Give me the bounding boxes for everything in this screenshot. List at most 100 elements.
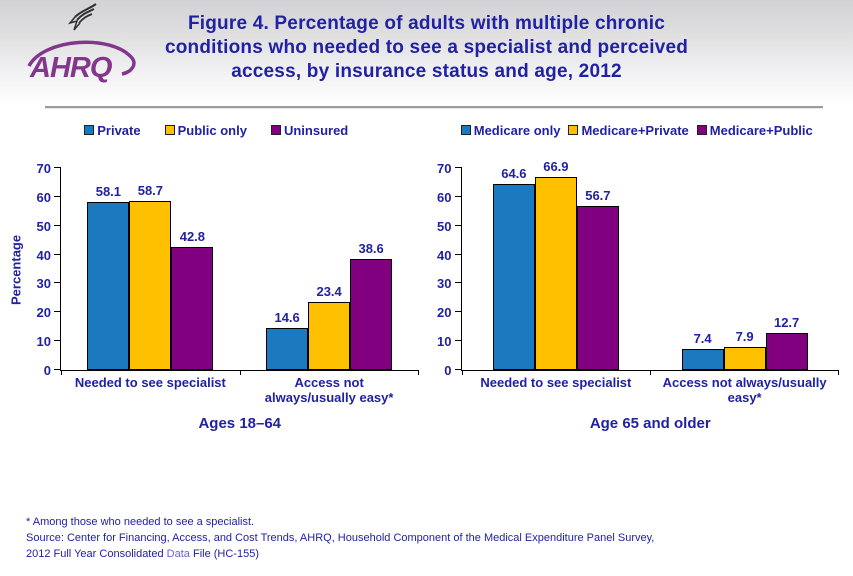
legend-swatch-icon: [164, 125, 175, 135]
bar-rect: [350, 258, 393, 370]
y-tick: [54, 224, 61, 226]
y-tick-label: 50: [437, 218, 452, 234]
bar-group: 58.1 58.7 42.8: [61, 168, 240, 370]
bar-rect: [534, 176, 577, 370]
y-tick-label: 60: [437, 189, 452, 205]
category-label: Needed to see specialist: [480, 375, 632, 390]
y-tick: [454, 369, 462, 370]
y-tick-label: 20: [36, 305, 51, 321]
y-axis: 0 10 20 30 40 50 60 70: [427, 162, 461, 378]
y-tick-label: 70: [36, 161, 51, 176]
source-line1: Source: Center for Financing, Access, an…: [26, 532, 655, 544]
y-tick-label: 60: [36, 189, 51, 205]
y-tick-label: 20: [437, 305, 452, 321]
y-tick-label: 40: [437, 247, 452, 263]
y-tick-label: 30: [437, 276, 452, 292]
bar-value-label: 7.9: [735, 329, 754, 345]
x-axis-labels: Needed to see specialist Access not alway…: [462, 375, 840, 405]
x-tick: [417, 370, 419, 375]
y-tick: [54, 195, 61, 197]
legend-swatch-icon: [460, 125, 471, 135]
bar-medicare-only: 7.4: [681, 168, 724, 370]
legend-item: Public only: [164, 122, 247, 138]
bar-value-label: 12.7: [773, 315, 800, 331]
legend-item: Medicare only: [460, 123, 560, 138]
bar-private: 58.1: [87, 168, 130, 370]
legend-item: Medicare+Public: [696, 122, 813, 138]
category-label: Access not always/usually easy*: [264, 375, 394, 405]
legend-item: Medicare+Private: [568, 122, 689, 138]
bar-medicare-private: 66.9: [534, 159, 577, 370]
bar-value-label: 58.7: [137, 182, 164, 198]
y-tick: [54, 253, 61, 255]
bar-rect: [266, 327, 309, 370]
bar-public-only: 23.4: [308, 168, 351, 370]
x-tick: [838, 370, 839, 375]
y-tick: [454, 282, 462, 284]
bar-rect: [576, 206, 619, 370]
y-tick: [54, 369, 61, 370]
y-tick-label: 10: [437, 334, 452, 350]
bar-rect: [681, 348, 724, 370]
bar-value-label: 64.6: [501, 165, 527, 181]
legend: Private Public only Uninsured: [6, 121, 427, 139]
chart-title: Age 65 and older: [589, 415, 711, 432]
figure-title-line2: conditions who needed to see a specialis…: [164, 37, 689, 58]
y-tick-label: 40: [36, 247, 51, 263]
x-tick: [61, 370, 62, 375]
bar-medicare-private: 7.9: [723, 168, 766, 370]
bar-uninsured: 38.6: [350, 168, 393, 370]
bar-medicare-public: 12.7: [765, 168, 808, 370]
ahrq-logo: AHRQ: [26, 2, 138, 84]
y-axis-title: Percentage: [8, 234, 24, 306]
bar-group: 14.6 23.4 38.6: [240, 168, 419, 370]
y-tick-label: 10: [36, 334, 51, 350]
bar-public-only: 58.7: [129, 168, 172, 370]
bar-rect: [765, 333, 808, 370]
legend-swatch-icon: [270, 125, 281, 135]
legend-label: Medicare+Public: [709, 122, 813, 138]
footer: * Among those who needed to see a specia…: [26, 514, 843, 562]
bar-value-label: 14.6: [274, 309, 300, 325]
bar-value-label: 23.4: [316, 284, 342, 300]
x-tick: [650, 370, 652, 375]
bar-value-label: 38.6: [358, 240, 384, 256]
chart-body: Percentage 0 10 20 30 40 50 60 70 58.1 58.7 42.8 14.…: [6, 162, 427, 378]
bar-group: 64.6 66.9 56.7: [462, 159, 651, 370]
source-line2: 2012 Full Year Consolidated Data File (H…: [26, 546, 843, 562]
plot-area: 64.6 66.9 56.7 7.4 7.9 12.7: [454, 159, 839, 375]
bar-value-label: 58.1: [95, 184, 122, 200]
bar-uninsured: 42.8: [171, 168, 214, 370]
y-tick-label: 50: [36, 218, 51, 234]
y-tick-label: 0: [444, 363, 452, 378]
y-tick: [54, 282, 61, 284]
source-line2-suffix: File (HC-155): [189, 548, 259, 560]
legend-label: Private: [97, 122, 141, 138]
bar-value-label: 66.9: [543, 158, 569, 174]
legend-item: Uninsured: [270, 123, 348, 138]
legend-label: Public only: [177, 122, 247, 138]
legend-label: Medicare+Private: [581, 122, 689, 138]
bar-rect: [87, 202, 130, 370]
chart-body: 0 10 20 30 40 50 60 70 64.6 66.9 56.7 7.4 7.9 12.7: [427, 159, 848, 378]
legend-swatch-icon: [84, 125, 95, 135]
y-tick: [454, 195, 462, 197]
x-tick: [239, 370, 241, 375]
bar-rect: [492, 183, 535, 370]
bar-rect: [723, 347, 766, 370]
footnote: * Among those who needed to see a specia…: [26, 516, 255, 528]
figure-title: Figure 4. Percentage of adults with mult…: [0, 0, 853, 84]
bar-group: 7.4 7.9 12.7: [650, 168, 839, 370]
bar-value-label: 42.8: [179, 228, 206, 244]
category-label: Access not always/usually easy*: [662, 375, 827, 405]
data-file-link[interactable]: Data: [166, 548, 190, 560]
bar-rect: [129, 200, 172, 370]
plot-area: 58.1 58.7 42.8 14.6 23.4 38.6: [54, 167, 419, 375]
x-axis-labels: Needed to see specialist Access not alway…: [61, 375, 419, 405]
header: AHRQ Figure 4. Percentage of adults with…: [0, 0, 853, 106]
y-tick: [54, 340, 61, 342]
header-divider: [45, 106, 823, 109]
chart-title: Ages 18–64: [198, 415, 282, 432]
bar-rect: [308, 302, 351, 370]
ahrq-logotype: AHRQ: [27, 40, 136, 84]
